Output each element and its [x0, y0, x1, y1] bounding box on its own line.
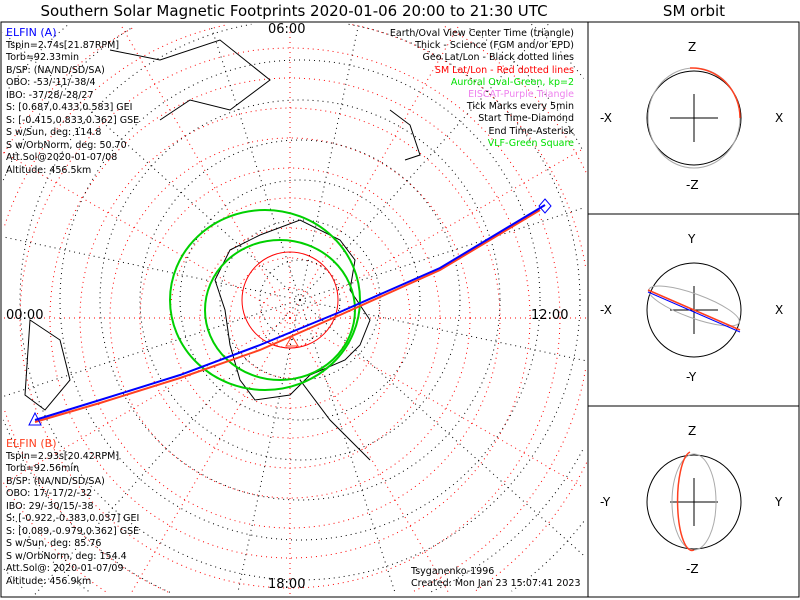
- info-line: S w/Sun, deg: 85.76: [6, 538, 102, 549]
- info-line: Att.Sol@: 2020-01-07/09: [6, 563, 124, 574]
- sm-lon-line: [2, 317, 291, 485]
- sm-orbit-title: SM orbit: [662, 2, 726, 20]
- geo-lon-line: [299, 299, 586, 558]
- elfin-b-info: ELFIN (B) Tspin=2.93s[20.42RPM] Torb=92.5…: [6, 437, 140, 588]
- clock-label-bottom: 18:00: [268, 577, 306, 592]
- orbit-frame: [587, 21, 800, 598]
- sm-lon-line: [2, 151, 291, 319]
- orbit-axis-bottom: -Z: [686, 178, 699, 192]
- orbit-axis-top: Z: [688, 424, 697, 438]
- orbit-axis-left: -X: [600, 303, 612, 317]
- geo-lat-circle: [179, 179, 421, 421]
- legend: Earth/Oval View Center Time (triangle) Th…: [390, 28, 574, 150]
- view-center-triangle: [285, 335, 299, 347]
- info-line: B/SP: (NA/ND/SD/SA): [6, 475, 105, 487]
- info-line: Att.Sol@2020-01-07/08: [6, 152, 118, 163]
- info-line: Tspin=2.74s[21.87RPM]: [6, 39, 120, 51]
- auroral-oval: [169, 209, 361, 391]
- legend-item: Tick Marks every 5min: [466, 101, 574, 113]
- legend-item: EISCAT-Purple Triangle: [468, 89, 574, 101]
- sm-lon-line: [289, 147, 585, 319]
- info-line: Altitude: 456.5km: [6, 164, 92, 176]
- info-line: S w/OrbNorm, deg: 50.70: [6, 139, 127, 151]
- orbit-axis-bottom: -Z: [686, 562, 699, 576]
- model-label: Tsyganenko-1996: [411, 566, 495, 577]
- clock-label-right: 12:00: [531, 308, 569, 323]
- legend-item: Thick - Science (FGM and/or EPD): [415, 40, 574, 52]
- sm-lon-line: [289, 23, 461, 319]
- info-line: IBO: 29/-30/15/-38: [6, 500, 94, 512]
- legend-item: SM Lat/Lon - Red dotted lines: [434, 64, 574, 76]
- elfin-b-track: [34, 209, 541, 423]
- geo-lon-line: [299, 23, 550, 301]
- info-line: OBO: -53/-11/-38/4: [6, 77, 96, 88]
- info-line: Torb=92.56min: [6, 463, 80, 474]
- legend-item: VLF-Green Square: [487, 137, 574, 149]
- info-line: Altitude: 456.9km: [6, 575, 92, 587]
- sm-lat-circle: [139, 167, 441, 469]
- orbit-axis-top: Z: [688, 40, 697, 54]
- info-line: OBO: 17/-17/2/-32: [6, 488, 93, 499]
- geo-lat-circle: [8, 23, 585, 592]
- info-line: S: [0.687,0.433,0.583] GEI: [6, 102, 133, 113]
- orbit-axis-right: Y: [775, 495, 783, 509]
- geo-lon-line: [299, 206, 586, 301]
- orbit-axis-top: Y: [688, 232, 696, 246]
- end-diamond-icon: [538, 198, 552, 214]
- info-line: B/SP: (NA/ND/SD/SA): [6, 64, 105, 76]
- orbit-axis-left: -Y: [600, 495, 611, 509]
- legend-item: Start Time-Diamond: [478, 113, 574, 125]
- sm-center-circle: [241, 251, 339, 349]
- info-line: S w/Sun, deg: 114.8: [6, 127, 102, 138]
- geo-lat-circle: [19, 23, 581, 581]
- sm-lat-circle: [169, 197, 411, 439]
- geo-lon-line: [237, 299, 301, 594]
- info-line: S: [0.089,-0.979,0.362] GSE: [6, 525, 140, 537]
- created-label: Created: Mon Jan 23 15:07:41 2023: [411, 578, 581, 589]
- legend-item: Auroral Oval-Green, kp=2: [450, 76, 574, 88]
- latlon-grid: [2, 23, 588, 596]
- geo-lon-line: [3, 299, 301, 397]
- plot-title: Southern Solar Magnetic Footprints 2020-…: [40, 2, 548, 20]
- antarctica-coastline: [24, 39, 421, 461]
- orbit-axis-right: X: [775, 111, 784, 125]
- info-line: S: [-0.922,-0.383,0.037] GEI: [6, 513, 140, 524]
- elfin-a-name: ELFIN (A): [6, 26, 57, 39]
- geo-lat-circle: [259, 259, 341, 341]
- legend-item: End Time-Asterisk: [488, 125, 574, 137]
- sm-lon-line: [119, 23, 291, 319]
- clock-label-left: 00:00: [6, 308, 44, 323]
- elfin-a-info: ELFIN (A) Tspin=2.74s[21.87RPM] Torb=92.3…: [6, 26, 140, 177]
- info-line: Torb=92.33min: [6, 52, 80, 63]
- orbit-axis-right: X: [775, 303, 784, 317]
- info-line: S: [-0.415,0.833,0.362] GSE: [6, 114, 140, 126]
- orbit-axis-bottom: -Y: [686, 370, 697, 384]
- sm-lon-line: [129, 317, 291, 596]
- start-triangle-icon: [28, 411, 42, 426]
- info-line: S w/OrbNorm, deg: 154.4: [6, 550, 127, 562]
- info-line: IBO: -37/28/-28/27: [6, 89, 94, 101]
- elfin-a-track: [34, 204, 546, 421]
- geo-lon-line: [210, 25, 301, 301]
- orbit-axis-left: -X: [600, 111, 612, 125]
- sm-lat-circle: [4, 24, 586, 593]
- clock-label-top: 06:00: [268, 22, 306, 37]
- info-line: Tspin=2.93s[20.42RPM]: [6, 450, 120, 462]
- geo-lon-line: [2, 236, 301, 301]
- legend-item: Earth/Oval View Center Time (triangle): [389, 28, 574, 39]
- sm-lon-line: [289, 317, 585, 489]
- sm-lon-line: [289, 317, 451, 596]
- sm-orbit-plots: [646, 67, 742, 552]
- elfin-b-name: ELFIN (B): [6, 437, 57, 450]
- legend-item: Geo Lat/Lon - Black dotted lines: [422, 52, 574, 64]
- geo-lon-line: [34, 299, 301, 595]
